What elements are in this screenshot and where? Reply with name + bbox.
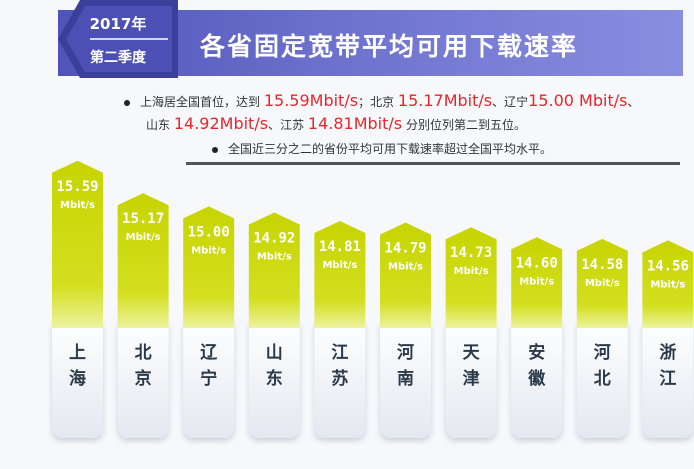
category-label: 辽 [200, 343, 218, 363]
bullet-dot [212, 146, 218, 153]
bar [117, 193, 169, 328]
province-card [642, 318, 694, 438]
summary-value: 15.59Mbit/s [263, 91, 359, 110]
bar [314, 221, 366, 328]
bar-unit-label: Mbit/s [650, 279, 685, 290]
quarter-badge: 2017年 第二季度 [58, 0, 178, 78]
province-card [445, 318, 497, 438]
category-label: 浙 [659, 342, 676, 363]
category-label: 苏 [331, 368, 348, 389]
badge-quarter: 第二季度 [90, 50, 146, 66]
bar-unit-label: Mbit/s [454, 266, 489, 277]
summary-text: 、江苏 [268, 118, 305, 132]
category-label: 山 [266, 343, 283, 363]
summary-line-2: 山东 14.92Mbit/s、江苏 14.81Mbit/s 分别位列第二到五位。 [146, 114, 526, 133]
bar [380, 222, 431, 328]
province-card [183, 318, 235, 438]
summary-text: 、辽宁 [492, 95, 529, 109]
summary-value: 15.00 Mbit/s [528, 91, 628, 110]
bar-value-label: 14.58 [581, 257, 623, 273]
category-label: 南 [397, 368, 414, 389]
category-label: 江 [659, 369, 676, 389]
bar-value-label: 15.17 [122, 211, 164, 227]
summary-text: 山东 [146, 118, 171, 132]
bar-unit-label: Mbit/s [585, 278, 620, 289]
category-label: 东 [266, 368, 283, 389]
summary-text: 全国近三分之二的省份平均可用下载速率超过全国平均水平。 [228, 142, 553, 156]
summary-value: 14.92Mbit/s [173, 114, 269, 133]
bar-unit-label: Mbit/s [126, 232, 161, 243]
bar [52, 160, 103, 328]
bar-value-label: 14.56 [647, 258, 689, 274]
bar-value-label: 14.79 [384, 241, 426, 257]
bar-value-label: 15.59 [56, 179, 98, 195]
badge-shape [58, 0, 178, 78]
province-card [380, 318, 431, 438]
summary-line-3: 全国近三分之二的省份平均可用下载速率超过全国平均水平。 [212, 140, 552, 157]
bar-unit-label: Mbit/s [191, 245, 226, 256]
summary-value: 14.81Mbit/s [307, 114, 403, 133]
bar [248, 212, 300, 328]
bar-value-label: 14.73 [450, 245, 492, 261]
category-label: 海 [69, 368, 86, 389]
bar-value-label: 14.60 [516, 255, 558, 271]
category-label: 北 [594, 369, 611, 389]
category-label: 河 [397, 343, 414, 363]
bar [445, 227, 497, 328]
province-card [511, 318, 563, 438]
bar-unit-label: Mbit/s [388, 262, 423, 273]
bar-unit-label: Mbit/s [257, 252, 292, 263]
category-label: 安 [528, 342, 545, 363]
province-card [52, 318, 103, 438]
bar [642, 240, 694, 328]
bullet-dot [124, 99, 130, 106]
bar-value-label: 14.81 [319, 239, 361, 255]
category-label: 上 [69, 343, 86, 363]
category-label: 徽 [527, 368, 546, 389]
page-title: 各省固定宽带平均可用下载速率 [200, 32, 579, 61]
category-label: 京 [135, 368, 152, 389]
bar-unit-label: Mbit/s [519, 276, 554, 287]
summary-line-1: 上海居全国首位，达到 15.59Mbit/s；北京 15.17Mbit/s、辽宁… [124, 91, 639, 110]
summary-text: ；北京 [358, 95, 395, 109]
bar [183, 206, 235, 328]
summary-value: 15.17Mbit/s [397, 91, 493, 110]
category-label: 江 [331, 343, 348, 363]
bar-unit-label: Mbit/s [322, 260, 357, 271]
category-label: 天 [463, 343, 481, 363]
summary-text: 分别位列第二到五位。 [405, 118, 526, 132]
province-card [248, 318, 300, 438]
bar-value-label: 14.92 [253, 231, 295, 247]
summary-text: 、 [627, 95, 640, 109]
province-card [117, 318, 169, 438]
summary-text: 上海居全国首位，达到 [140, 95, 261, 109]
bar-unit-label: Mbit/s [60, 200, 95, 211]
province-card [314, 318, 366, 438]
category-label: 津 [463, 368, 480, 389]
divider [186, 162, 680, 165]
bar [576, 238, 628, 328]
bar [511, 237, 563, 328]
category-label: 北 [135, 343, 152, 363]
category-label: 宁 [200, 368, 217, 389]
badge-year: 2017年 [89, 15, 147, 33]
bar-value-label: 15.00 [188, 224, 230, 240]
category-label: 河 [594, 343, 611, 363]
province-card [576, 318, 628, 438]
